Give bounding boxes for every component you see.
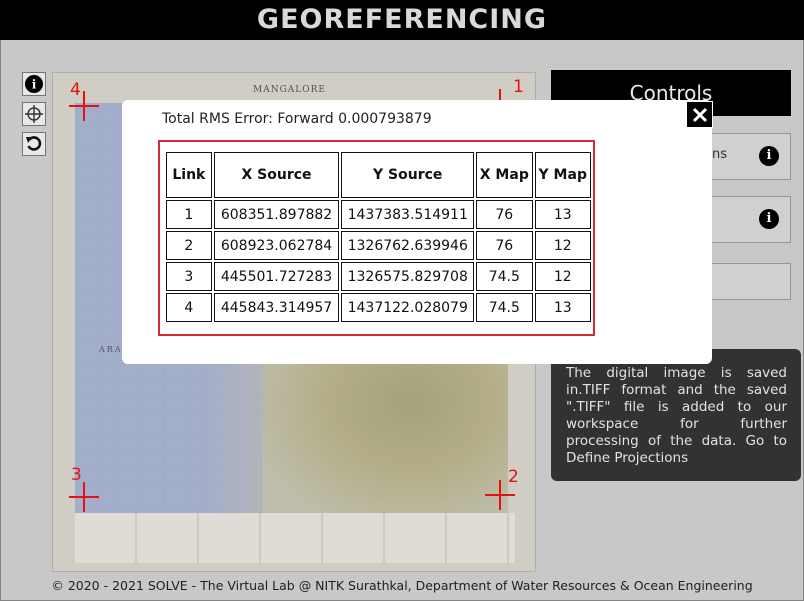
table-cell: 4 — [166, 293, 212, 322]
add-point-button[interactable] — [22, 102, 46, 126]
page-title: GEOREFERENCING — [0, 0, 804, 40]
column-header-link: Link — [166, 152, 212, 198]
table-cell: 13 — [534, 200, 591, 229]
close-icon — [692, 107, 707, 122]
info-icon[interactable]: i — [759, 209, 779, 229]
table-cell: 76 — [476, 231, 533, 260]
table-cell: 76 — [476, 200, 533, 229]
crosshair-icon — [25, 105, 43, 123]
table-row: 2 608923.062784 1326762.639946 76 12 — [166, 231, 591, 260]
gcp-label-2: 2 — [508, 467, 519, 487]
modal-close-button[interactable] — [686, 101, 713, 128]
instruction-note: The digital image is saved in.TIFF forma… — [551, 349, 801, 481]
table-cell: 1437383.514911 — [341, 200, 475, 229]
gcp-table-frame: Link X Source Y Source X Map Y Map 1 608… — [158, 140, 595, 336]
table-row: 1 608351.897882 1437383.514911 76 13 — [166, 200, 591, 229]
reset-button[interactable] — [22, 132, 46, 156]
rms-modal: Total RMS Error: Forward 0.000793879 Lin… — [122, 100, 712, 364]
table-cell: 445501.727283 — [213, 262, 340, 291]
table-cell: 1326762.639946 — [341, 231, 475, 260]
gcp-marker-3[interactable] — [69, 482, 99, 512]
footer-credit: © 2020 - 2021 SOLVE - The Virtual Lab @ … — [51, 578, 753, 593]
svg-text:i: i — [32, 78, 37, 92]
table-cell: 608923.062784 — [213, 231, 340, 260]
undo-icon — [26, 136, 42, 151]
column-header-x-map: X Map — [476, 152, 533, 198]
info-button[interactable]: i — [22, 72, 46, 96]
column-header-y-map: Y Map — [534, 152, 591, 198]
map-sheet-title: MANGALORE — [253, 85, 326, 95]
info-icon: i — [25, 75, 43, 93]
table-cell: 3 — [166, 262, 212, 291]
rms-error-text: Total RMS Error: Forward 0.000793879 — [162, 111, 432, 127]
gcp-label-1: 1 — [513, 77, 524, 97]
table-row: 4 445843.314957 1437122.028079 74.5 13 — [166, 293, 591, 322]
gcp-label-3: 3 — [71, 465, 82, 485]
table-cell: 12 — [534, 262, 591, 291]
table-cell: 13 — [534, 293, 591, 322]
gcp-marker-4[interactable] — [69, 91, 99, 121]
table-cell: 445843.314957 — [213, 293, 340, 322]
table-cell: 1326575.829708 — [341, 262, 475, 291]
column-header-y-source: Y Source — [341, 152, 475, 198]
table-cell: 2 — [166, 231, 212, 260]
table-cell: 74.5 — [476, 262, 533, 291]
map-sea-label: ARAB — [99, 345, 131, 354]
table-cell: 1437122.028079 — [341, 293, 475, 322]
table-cell: 74.5 — [476, 293, 533, 322]
table-cell: 608351.897882 — [213, 200, 340, 229]
table-row: 3 445501.727283 1326575.829708 74.5 12 — [166, 262, 591, 291]
gcp-marker-2[interactable] — [485, 480, 515, 510]
map-legend-strip — [75, 513, 515, 563]
info-icon[interactable]: i — [759, 146, 779, 166]
column-header-x-source: X Source — [213, 152, 340, 198]
gcp-label-4: 4 — [70, 80, 81, 100]
table-cell: 12 — [534, 231, 591, 260]
table-cell: 1 — [166, 200, 212, 229]
controls-panel-1-label: ns — [712, 147, 728, 162]
gcp-table: Link X Source Y Source X Map Y Map 1 608… — [164, 150, 593, 324]
